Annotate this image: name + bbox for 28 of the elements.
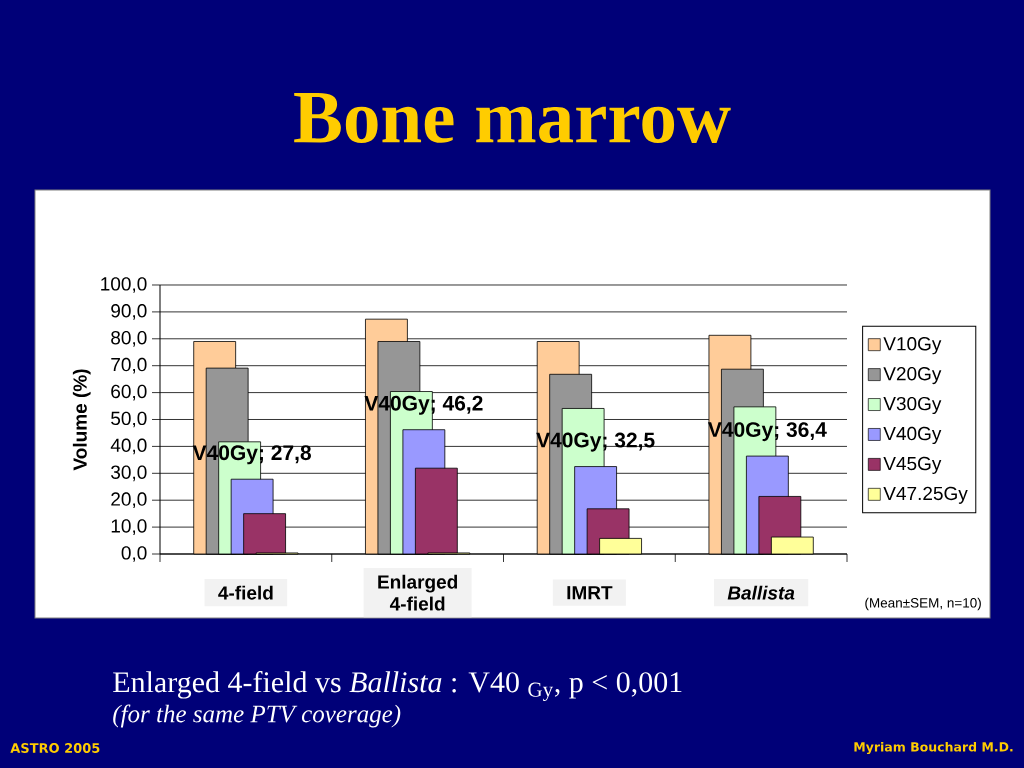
y-tick-label: 70,0: [111, 357, 147, 374]
text: (for the same PTV coverage): [113, 704, 401, 728]
x-tick-label: 4-field: [218, 585, 273, 600]
y-tick-label: 60,0: [111, 384, 147, 401]
x-tick-label: IMRT: [567, 586, 613, 600]
y-tick-label: 90,0: [111, 304, 147, 320]
y-tick-label: 20,0: [111, 492, 147, 509]
text: ASTRO 2005: [10, 743, 100, 753]
y-tick-label: 0,0: [121, 546, 147, 562]
y-tick-label: 10,0: [111, 519, 147, 535]
x-tick-label: Ballista: [727, 585, 795, 600]
y-tick-label: 50,0: [111, 411, 147, 428]
legend-label: V47.25Gy: [883, 486, 968, 504]
y-tick-label: 30,0: [111, 465, 147, 482]
x-tick-label: Enlarged 4-field: [378, 574, 458, 611]
legend-label: V20Gy: [883, 366, 942, 385]
text: Myriam Bouchard M.D.: [854, 741, 1013, 755]
legend-label: V10Gy: [883, 337, 942, 355]
chart-title: Bone marrow: [294, 93, 731, 143]
y-axis-title: Volume (%): [72, 369, 91, 471]
y-tick-label: 40,0: [110, 438, 147, 455]
text: (Mean±SEM, n=10): [865, 597, 981, 611]
y-tick-label: 80,0: [111, 330, 147, 347]
legend-label: V30Gy: [883, 396, 942, 415]
y-tick-label: 100,0: [101, 277, 147, 293]
legend-label: V45Gy: [883, 456, 942, 474]
text: Enlarged 4-field vs Ballista : V40 $_{Gy}$, p < 0,001: [113, 670, 682, 702]
legend-label: V40Gy: [883, 426, 942, 445]
